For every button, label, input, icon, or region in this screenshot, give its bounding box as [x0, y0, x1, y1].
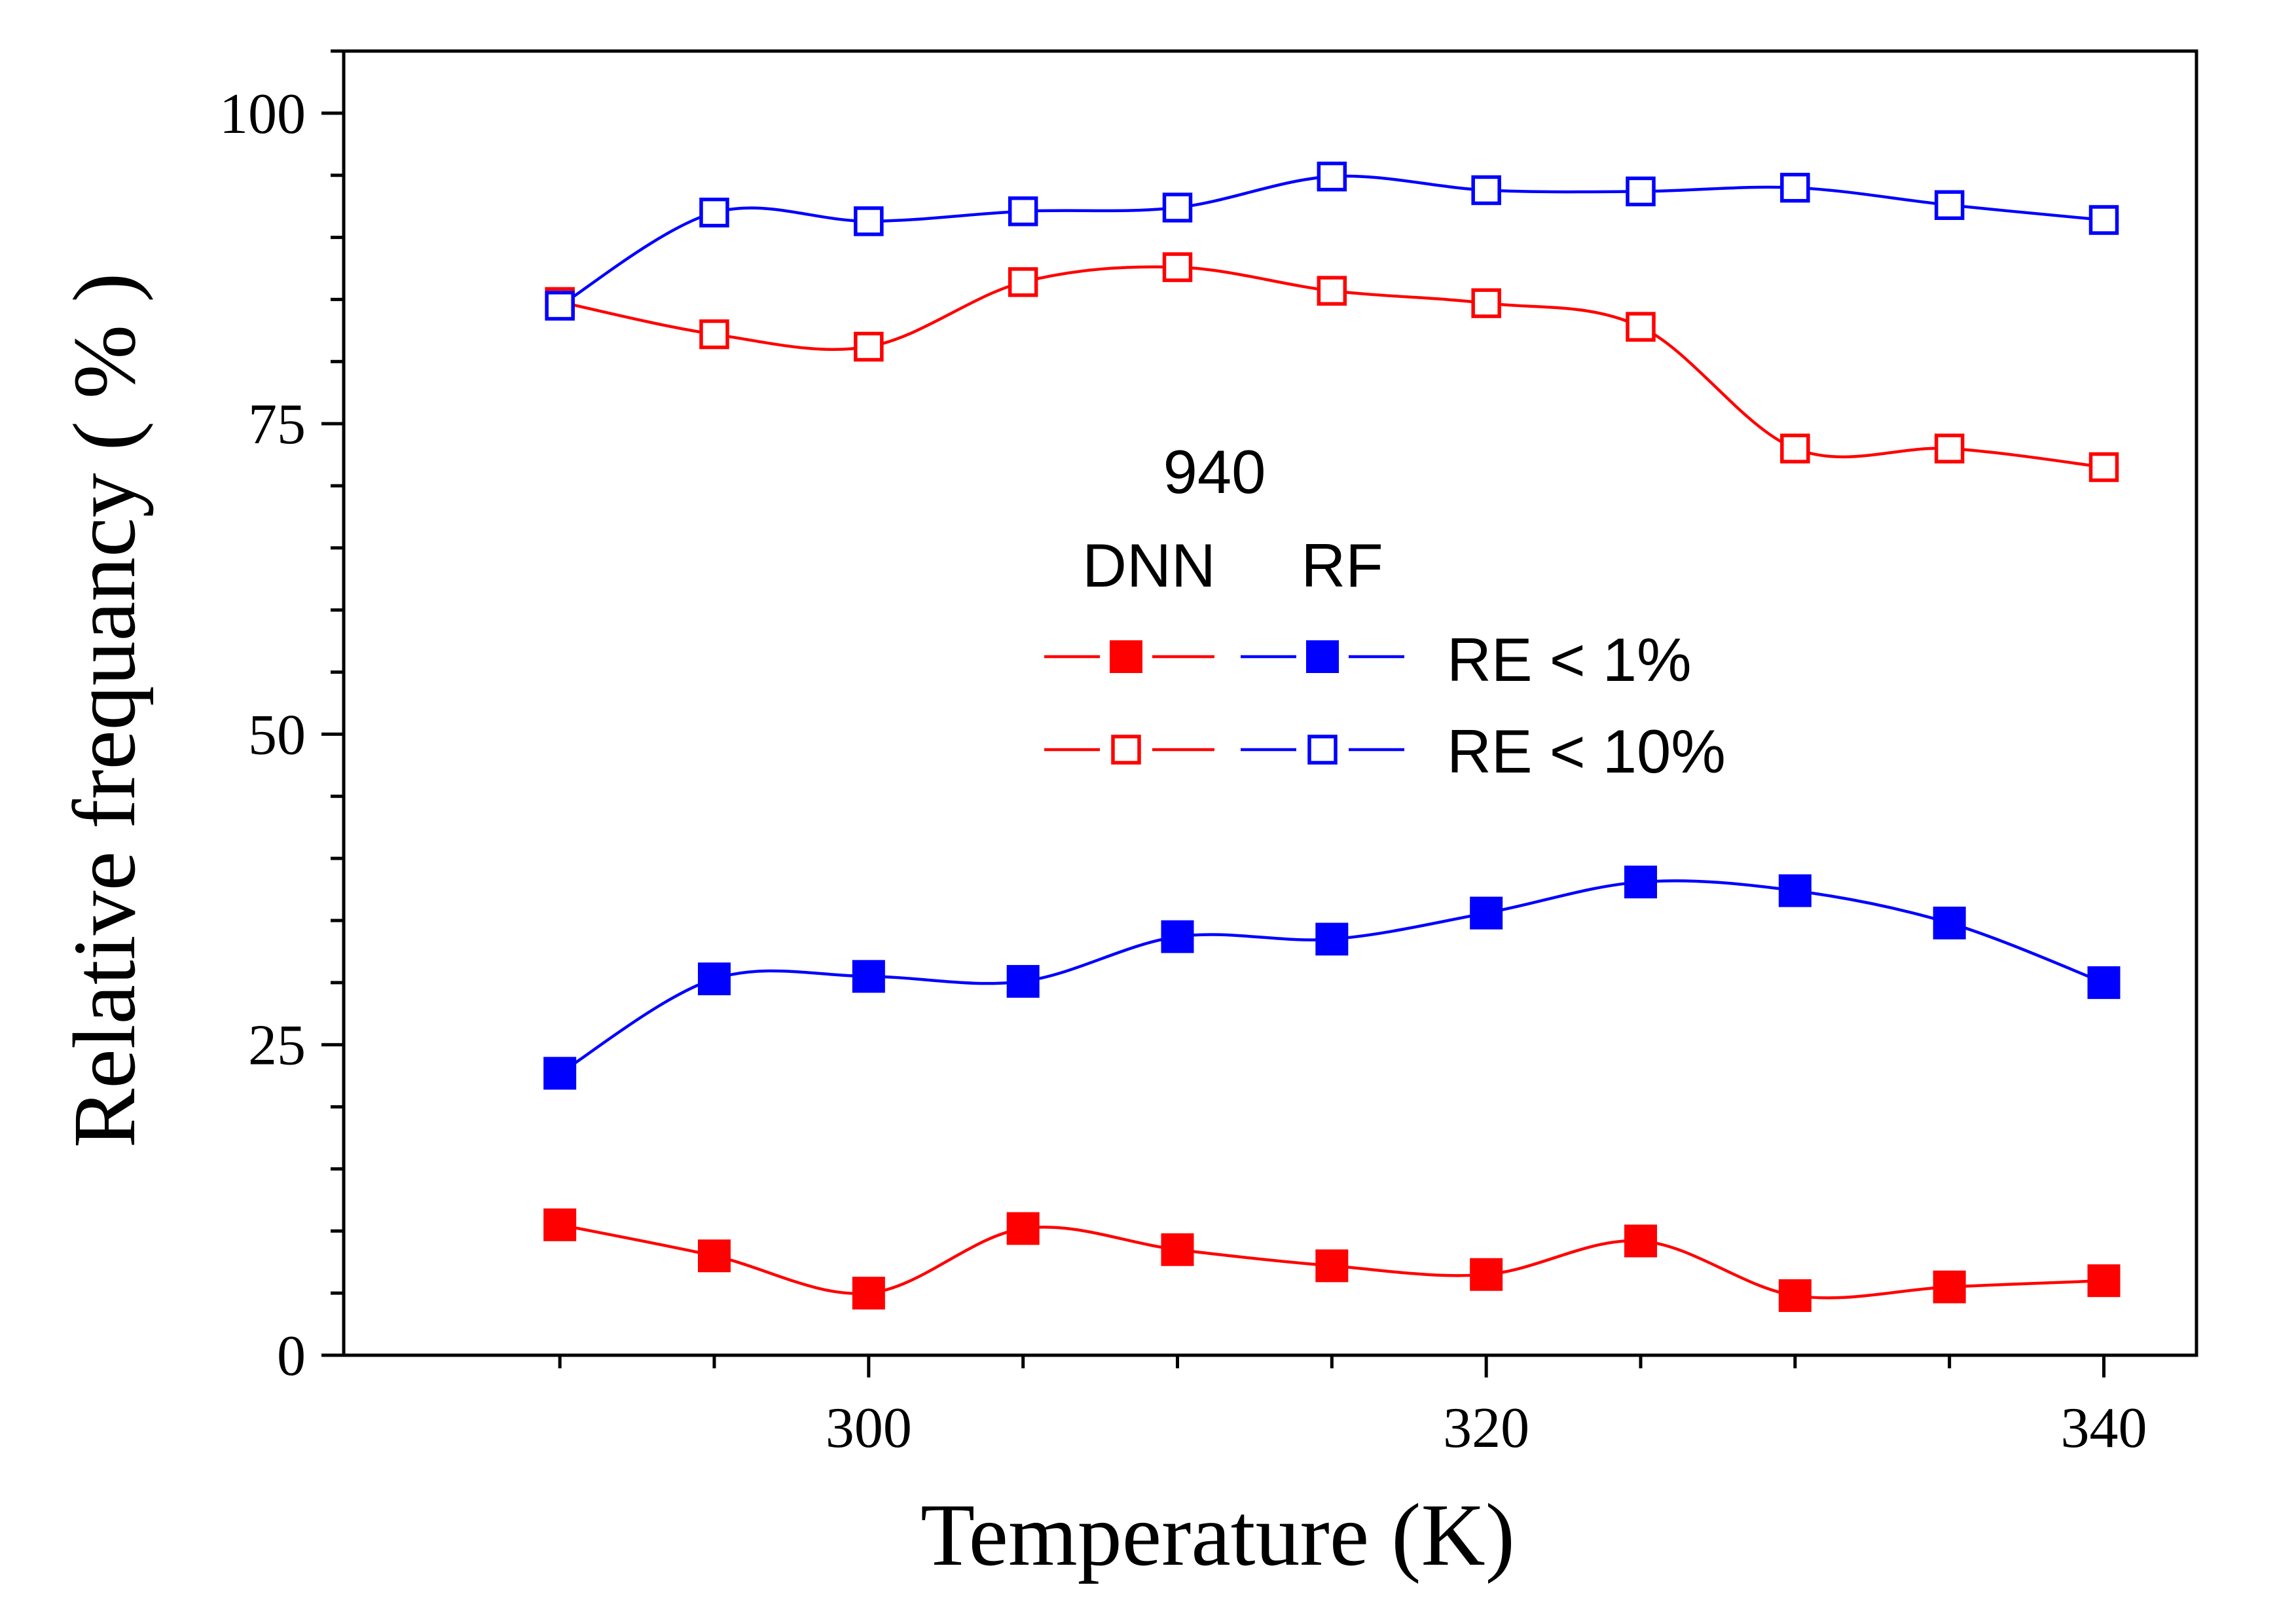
data-point	[1778, 874, 1812, 907]
data-point	[698, 962, 731, 996]
y-tick-label: 100	[219, 82, 306, 146]
data-point	[852, 1277, 885, 1310]
data-point	[2088, 205, 2119, 235]
data-point	[543, 1057, 577, 1090]
series-line	[558, 879, 2105, 1075]
x-tick-label: 340	[2061, 1396, 2147, 1460]
data-point	[1624, 1224, 1657, 1258]
data-point	[1161, 1233, 1194, 1266]
series-layer	[543, 161, 2121, 1312]
data-point	[1315, 1249, 1349, 1283]
data-point	[1161, 920, 1194, 953]
data-point	[1470, 1258, 1503, 1291]
data-point	[1006, 1212, 1040, 1245]
data-point	[699, 197, 729, 228]
data-point	[1008, 267, 1038, 297]
data-point	[1934, 433, 1965, 464]
legend-marker-rf-re10	[1307, 735, 1338, 765]
data-point	[2087, 1264, 2121, 1298]
data-point	[1778, 1279, 1812, 1312]
legend-label-re1: RE < 1%	[1447, 625, 1692, 694]
data-point	[1162, 252, 1193, 282]
plot-frame	[342, 49, 2198, 1357]
y-tick-label: 25	[248, 1014, 306, 1078]
legend-marker-rf-re1	[1306, 640, 1339, 673]
series-dnn-re-1	[543, 1208, 2121, 1312]
y-axis-label: Relative frequancy ( % )	[56, 273, 154, 1148]
data-point	[698, 1239, 731, 1273]
legend-header-dnn: DNN	[1082, 531, 1216, 600]
data-point	[854, 331, 884, 362]
data-point	[1933, 906, 1966, 939]
data-point	[2087, 966, 2121, 999]
data-point	[2088, 452, 2119, 483]
series-rf-re-10	[545, 161, 2119, 321]
y-tick-label: 75	[248, 393, 306, 456]
y-tick-label: 0	[277, 1324, 306, 1388]
data-point	[1317, 276, 1347, 306]
series-rf-re-1	[543, 866, 2121, 1090]
data-point	[1006, 964, 1040, 998]
legend-label-re10: RE < 10%	[1447, 717, 1726, 786]
data-point	[1317, 161, 1347, 192]
data-point	[545, 291, 575, 321]
data-point	[543, 1208, 577, 1241]
data-point	[1934, 190, 1965, 220]
data-point	[1626, 312, 1656, 342]
legend-samples	[1044, 640, 1404, 765]
legend-marker-dnn-re1	[1110, 640, 1142, 673]
x-tick-label: 300	[826, 1396, 912, 1460]
data-point	[1780, 433, 1810, 464]
axes: 0 25 50 75 100 300 320 340	[219, 49, 2198, 1460]
data-point	[1315, 922, 1349, 956]
data-point	[1471, 288, 1501, 318]
legend: 940 DNN RF RE < 1% RE < 10%	[1044, 437, 1726, 786]
data-point	[1626, 176, 1656, 207]
data-point	[1470, 896, 1503, 930]
data-point	[852, 960, 885, 993]
y-tick-label: 50	[248, 703, 306, 767]
legend-header-rf: RF	[1301, 531, 1383, 600]
data-point	[1624, 866, 1657, 899]
data-point	[854, 206, 884, 236]
series-dnn-re-10	[545, 252, 2119, 483]
data-point	[699, 319, 729, 350]
data-point	[1780, 172, 1810, 203]
legend-title: 940	[1163, 437, 1266, 506]
data-point	[1471, 175, 1501, 206]
x-axis-label: Temperature (K)	[920, 1486, 1515, 1584]
legend-marker-dnn-re10	[1111, 735, 1141, 765]
data-point	[1933, 1270, 1966, 1304]
data-point	[1162, 192, 1193, 223]
data-point	[1008, 196, 1038, 227]
x-tick-label: 320	[1443, 1396, 1529, 1460]
